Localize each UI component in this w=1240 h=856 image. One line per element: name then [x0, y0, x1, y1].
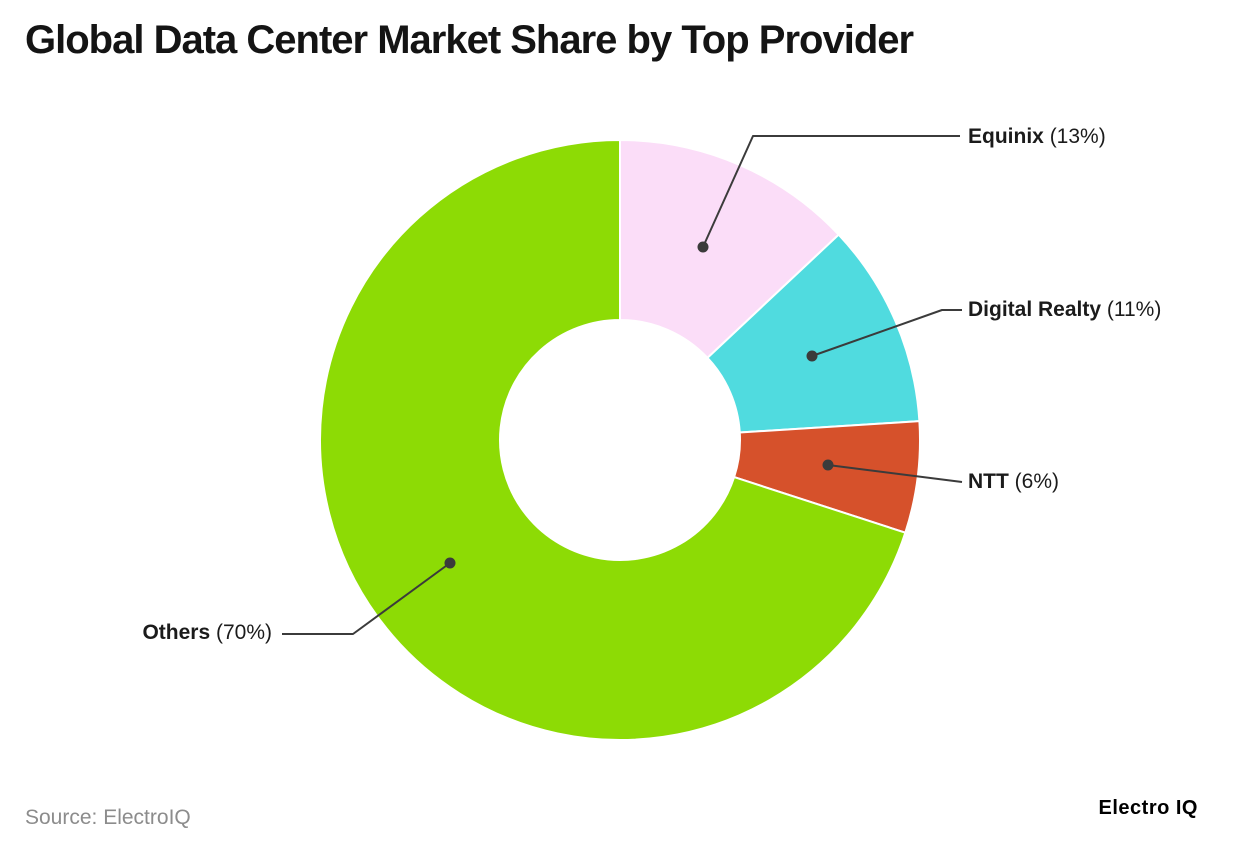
- leader-line-equinix: [702, 135, 960, 248]
- leader-dot-equinix: [697, 241, 709, 253]
- slice-label-others-name: Others: [142, 621, 211, 644]
- slice-label-equinix-pct: (13%): [1049, 125, 1106, 148]
- slice-label-others-pct: (70%): [215, 621, 272, 644]
- leader-dot-ntt: [822, 459, 834, 471]
- slice-label-digital-realty-name: Digital Realty: [968, 298, 1102, 321]
- chart-title: Global Data Center Market Share by Top P…: [25, 18, 914, 62]
- slice-label-ntt-name: NTT: [968, 470, 1009, 493]
- leader-line-digital-realty: [811, 309, 962, 357]
- source-note: Source: ElectroIQ: [25, 806, 191, 829]
- slice-label-equinix: Equinix (13%): [968, 125, 1106, 149]
- leader-line-others: [282, 562, 451, 635]
- slice-label-ntt-pct: (6%): [1014, 470, 1060, 493]
- slice-label-others: Others (70%): [142, 621, 272, 645]
- slice-label-ntt: NTT (6%): [968, 470, 1059, 494]
- slice-label-equinix-name: Equinix: [968, 125, 1044, 148]
- leader-line-ntt: [827, 464, 963, 483]
- slice-label-digital-realty-pct: (11%): [1106, 298, 1162, 321]
- brand-logo: Electro IQ: [1098, 797, 1198, 819]
- leader-dot-digital-realty: [806, 350, 818, 362]
- leader-dot-others: [444, 557, 456, 569]
- donut-slice-digital-realty: [706, 233, 921, 434]
- slice-label-digital-realty: Digital Realty (11%): [968, 298, 1161, 322]
- donut-slice-others: [319, 139, 907, 741]
- donut-slice-equinix: [619, 139, 840, 359]
